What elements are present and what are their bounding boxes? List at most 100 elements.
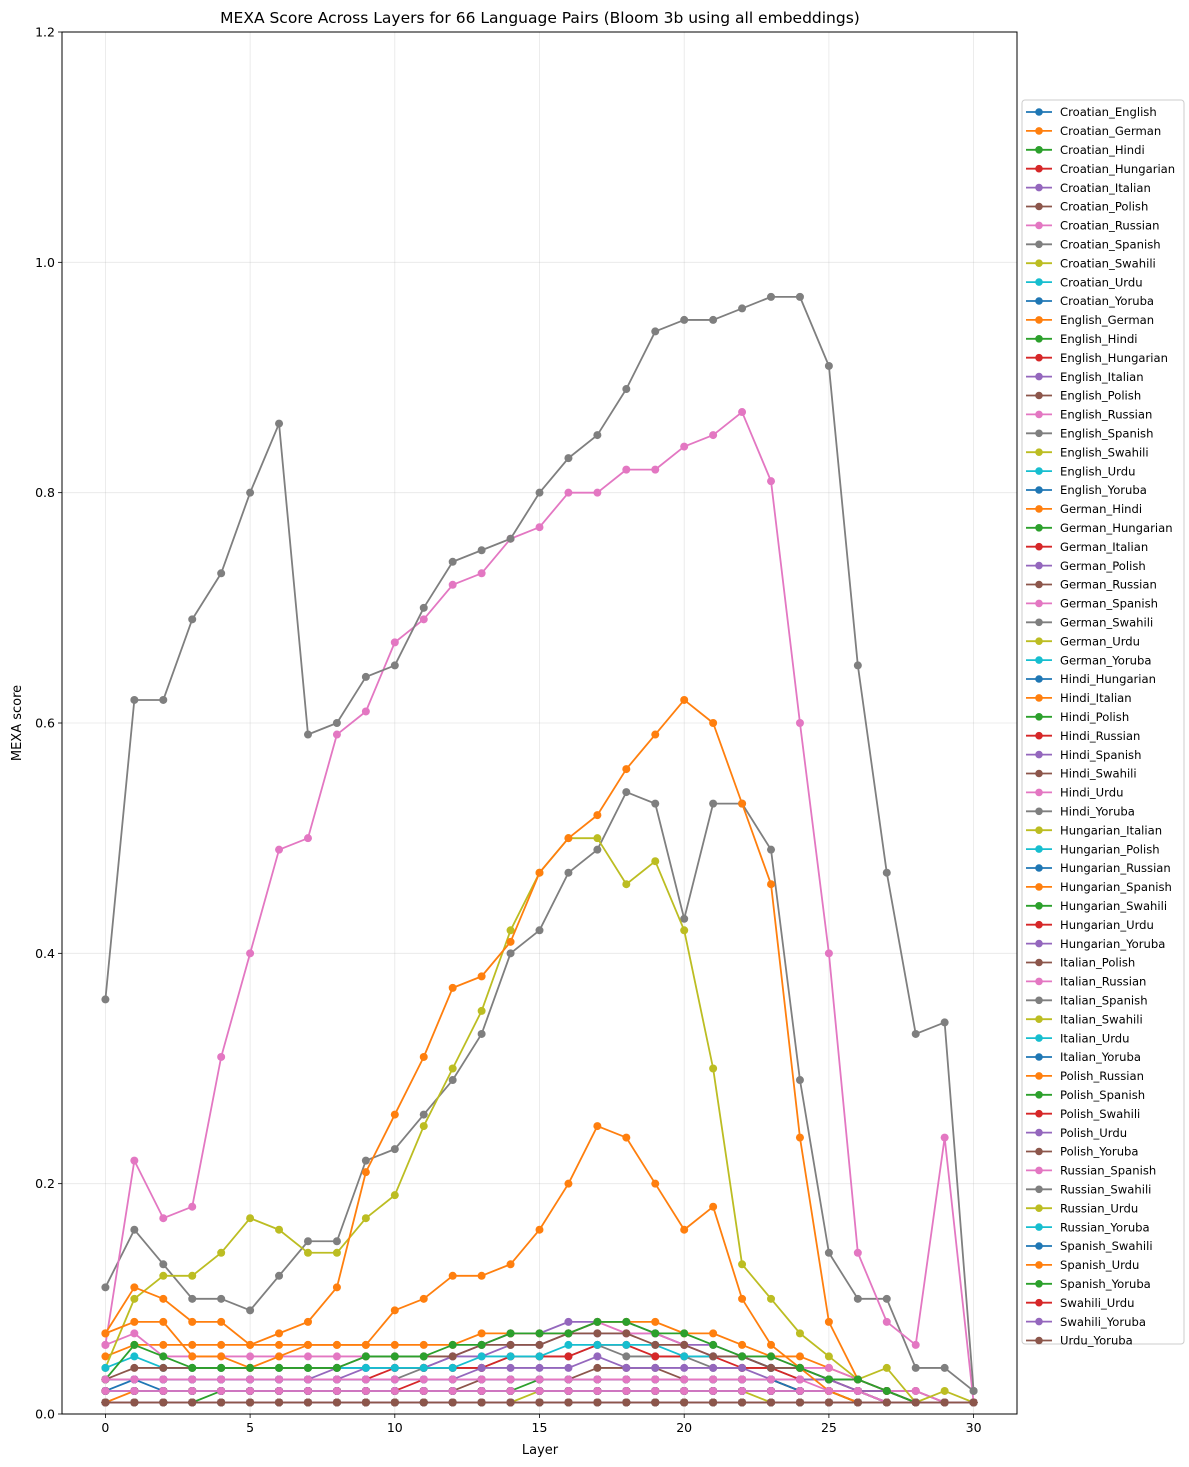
legend-label: Hindi_Spanish: [1060, 748, 1141, 762]
data-point: [940, 1018, 949, 1027]
data-point: [911, 1398, 920, 1407]
data-point: [593, 811, 602, 820]
legend-label: Polish_Spanish: [1060, 1088, 1145, 1102]
data-point: [448, 1398, 457, 1407]
data-point: [303, 1375, 312, 1384]
data-point: [506, 937, 515, 946]
legend-marker: [1035, 240, 1043, 249]
data-point: [361, 1340, 370, 1349]
data-point: [188, 615, 197, 624]
legend-marker: [1035, 486, 1043, 494]
legend-marker: [1035, 1109, 1043, 1118]
legend-label: Hindi_Italian: [1060, 691, 1132, 705]
data-point: [709, 315, 718, 324]
data-point: [419, 1375, 428, 1384]
legend-entry-hindi-italian: Hindi_Italian: [1026, 691, 1132, 705]
data-point: [390, 1363, 399, 1372]
legend-label: English_Urdu: [1060, 464, 1135, 478]
legend-marker: [1035, 1015, 1043, 1023]
data-point: [477, 1340, 486, 1349]
legend-marker: [1035, 183, 1043, 192]
data-point: [709, 1340, 718, 1349]
legend-marker: [1035, 221, 1043, 230]
data-point: [275, 419, 284, 428]
legend-marker: [1035, 1298, 1043, 1307]
data-point: [246, 1375, 255, 1384]
series-italian-spanish: [101, 292, 978, 1395]
legend-entry-german-hungarian: German_Hungarian: [1026, 521, 1173, 535]
data-point: [853, 661, 862, 670]
data-point: [680, 1225, 689, 1234]
data-point: [303, 1237, 312, 1246]
data-point: [130, 1294, 139, 1303]
data-point: [680, 442, 689, 451]
data-point: [506, 1260, 515, 1269]
y-tick-label: 0.0: [35, 1407, 55, 1422]
data-point: [882, 1294, 891, 1303]
data-point: [217, 1352, 226, 1361]
data-point: [101, 995, 110, 1004]
legend-marker: [1035, 731, 1043, 740]
data-point: [506, 1329, 515, 1338]
legend-entry-croatian-urdu: Croatian_Urdu: [1026, 275, 1143, 289]
data-point: [709, 1375, 718, 1384]
data-point: [506, 534, 515, 543]
data-point: [419, 1386, 428, 1395]
data-point: [419, 615, 428, 624]
data-point: [651, 1398, 660, 1407]
data-point: [332, 1248, 341, 1257]
legend-entry-croatian-english: Croatian_English: [1026, 105, 1157, 119]
data-point: [535, 1329, 544, 1338]
data-point: [275, 1329, 284, 1338]
data-point: [651, 1386, 660, 1395]
legend-label: Hindi_Yoruba: [1060, 805, 1135, 819]
legend-marker: [1035, 807, 1043, 816]
data-point: [246, 1363, 255, 1372]
legend-marker: [1035, 410, 1043, 419]
legend-marker: [1035, 1204, 1043, 1212]
data-point: [159, 1214, 168, 1223]
chart-title: MEXA Score Across Layers for 66 Language…: [220, 9, 860, 27]
y-tick-label: 0.4: [35, 946, 55, 961]
legend-entry-italian-russian: Italian_Russian: [1026, 975, 1146, 989]
data-point: [767, 1375, 776, 1384]
legend-marker: [1035, 599, 1043, 608]
data-point: [101, 1340, 110, 1349]
legend-label: Urdu_Yoruba: [1060, 1334, 1133, 1348]
data-point: [535, 868, 544, 877]
data-point: [767, 1352, 776, 1361]
legend-entry-hindi-russian: Hindi_Russian: [1026, 729, 1140, 743]
data-point: [535, 1352, 544, 1361]
legend-marker: [1035, 561, 1043, 570]
legend-label: German_Russian: [1060, 578, 1157, 592]
legend-label: Hungarian_Swahili: [1060, 899, 1167, 913]
data-point: [217, 1052, 226, 1061]
data-point: [853, 1248, 862, 1257]
data-point: [940, 1363, 949, 1372]
data-point: [535, 926, 544, 935]
data-point: [853, 1386, 862, 1395]
legend-entry-hungarian-russian: Hungarian_Russian: [1026, 861, 1171, 875]
data-point: [824, 1386, 833, 1395]
data-point: [506, 949, 515, 958]
legend-marker: [1035, 920, 1043, 929]
data-point: [738, 1375, 747, 1384]
legend-entry-hungarian-italian: Hungarian_Italian: [1026, 823, 1162, 837]
data-point: [651, 465, 660, 474]
legend-entry-russian-swahili: Russian_Swahili: [1026, 1183, 1151, 1197]
legend-entry-german-italian: German_Italian: [1026, 540, 1148, 554]
legend-entry-spanish-swahili: Spanish_Swahili: [1026, 1239, 1153, 1253]
data-point: [535, 1225, 544, 1234]
legend-label: Croatian_Hindi: [1060, 143, 1145, 157]
data-point: [217, 1317, 226, 1326]
data-point: [911, 1340, 920, 1349]
legend-label: Croatian_German: [1060, 124, 1161, 138]
data-point: [853, 1375, 862, 1384]
data-point: [101, 1352, 110, 1361]
legend-label: German_Polish: [1060, 559, 1146, 573]
y-axis-ticks: 0.0 0.2 0.4 0.6 0.8 1.0 1.2: [35, 25, 62, 1422]
data-point: [651, 1317, 660, 1326]
data-point: [217, 1398, 226, 1407]
data-point: [506, 1375, 515, 1384]
data-point: [130, 1317, 139, 1326]
